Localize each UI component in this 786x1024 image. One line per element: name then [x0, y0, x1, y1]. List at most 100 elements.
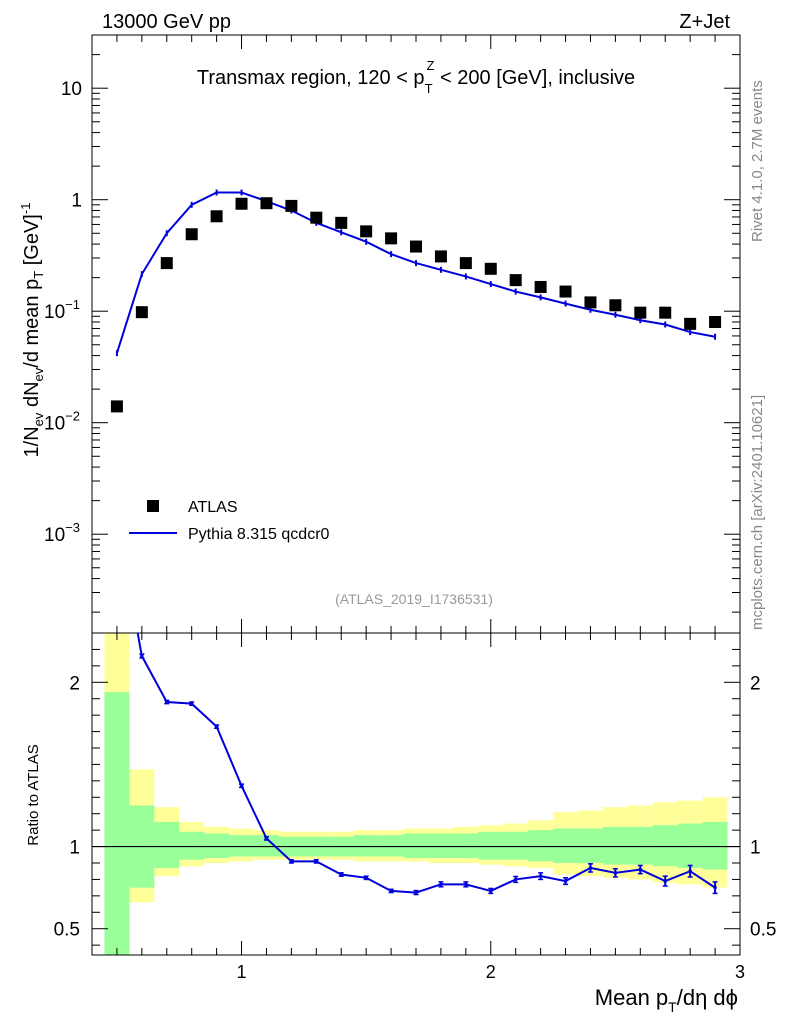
main-plot-frame — [91, 34, 741, 634]
legend-atlas-label: ATLAS — [188, 499, 238, 516]
ratio-band-green — [677, 823, 703, 868]
legend-atlas-marker — [147, 500, 159, 512]
x-tick-label: 1 — [237, 962, 247, 982]
ratio-band-green — [428, 833, 454, 859]
mc-series-main — [115, 189, 717, 357]
ratio-pythia-point — [189, 701, 194, 706]
atlas-point — [110, 400, 123, 413]
y-axis-label: 1/Nev dNev/d mean pT [GeV]-1 — [18, 203, 46, 458]
ratio-pythia-point — [638, 867, 643, 872]
atlas-point — [285, 199, 298, 212]
atlas-point — [410, 240, 422, 253]
ratio-plot-frame — [91, 632, 741, 956]
process-label: Z+Jet — [679, 11, 730, 33]
main-axis-ticks: 10 1 10−1 10−2 10−3 — [44, 34, 741, 633]
ratio-pythia-point — [663, 879, 668, 883]
ratio-pythia-point — [140, 654, 144, 658]
ratio-band-green — [204, 833, 230, 859]
ratio-pythia-point — [339, 872, 344, 877]
ratio-pythia-point — [115, 516, 119, 520]
atlas-series-main — [110, 197, 722, 413]
ratio-band-green — [652, 825, 678, 867]
ratio-band-green — [353, 835, 379, 857]
plot-title: Transmax region, 120 < pTZ < 200 [GeV], … — [197, 58, 635, 96]
x-tick-label: 2 — [486, 962, 496, 982]
y-tick-label: 1 — [71, 191, 82, 212]
atlas-point — [260, 197, 273, 210]
atlas-point — [659, 306, 672, 319]
atlas-point — [534, 280, 547, 293]
y-tick-label: 10−3 — [44, 520, 80, 546]
atlas-point — [434, 250, 447, 263]
y-tick-label: 10−1 — [44, 297, 80, 323]
ratio-pythia-point — [439, 882, 443, 887]
pythia-line — [115, 191, 716, 354]
ratio-band-green — [453, 833, 479, 859]
atlas-point — [634, 306, 647, 319]
ratio-band-green — [627, 826, 653, 865]
ratio-band-green — [528, 830, 554, 862]
ratio-pythia-point — [264, 836, 269, 841]
y-tick-label: 10 — [61, 79, 82, 100]
atlas-point — [335, 216, 348, 229]
atlas-point — [360, 225, 373, 238]
ratio-uncertainty-bands — [104, 633, 728, 955]
x-tick-label: 3 — [735, 962, 745, 982]
ratio-pythia-point — [613, 871, 618, 875]
ratio-band-green — [503, 831, 529, 860]
ratio-band-green — [578, 828, 603, 863]
atlas-point — [310, 211, 323, 224]
ratio-pythia-point — [713, 885, 717, 890]
ratio-pythia-point — [289, 859, 294, 864]
ratio-pythia-point — [364, 875, 368, 880]
atlas-point — [559, 285, 572, 298]
ratio-y-tick-label: 2 — [69, 673, 80, 694]
ratio-band-green — [229, 835, 254, 857]
ratio-pythia-point — [464, 882, 468, 887]
atlas-point — [609, 299, 622, 312]
atlas-point — [185, 228, 198, 241]
ratio-y-tick-label-right: 1 — [750, 838, 761, 859]
ratio-band-green — [403, 833, 429, 859]
ratio-pythia-point — [239, 783, 244, 788]
atlas-point — [509, 274, 522, 287]
ratio-band-green — [702, 821, 728, 870]
energy-label: 13000 GeV pp — [102, 11, 231, 33]
ratio-pythia-point — [214, 724, 219, 729]
atlas-point — [459, 257, 472, 270]
atlas-point — [210, 210, 223, 223]
ratio-band-green — [254, 835, 279, 857]
mcplots-url-label: mcplots.cern.ch [arXiv:2401.10621] — [749, 395, 766, 630]
atlas-point — [584, 296, 597, 309]
ratio-y-tick-label: 1 — [69, 838, 80, 859]
ratio-series — [92, 516, 740, 896]
ratio-pythia-point — [688, 869, 692, 874]
ratio-pythia-point — [563, 879, 568, 883]
atlas-point — [709, 316, 722, 329]
y-tick-label: 10−2 — [44, 409, 80, 435]
atlas-point — [160, 257, 173, 270]
atlas-point — [385, 232, 398, 245]
ratio-band-green — [179, 831, 205, 860]
legend-pythia-label: Pythia 8.315 qcdcr0 — [188, 526, 330, 543]
x-axis-label: Mean pT/dη dϕ — [595, 985, 738, 1015]
ratio-y-tick-label-right: 2 — [750, 673, 761, 694]
ratio-band-green — [553, 828, 578, 863]
ratio-pythia-point — [538, 874, 543, 878]
rivet-version-label: Rivet 4.1.0, 2.7M events — [749, 80, 766, 242]
ratio-pythia-point — [164, 700, 169, 704]
ratio-y-axis-label: Ratio to ATLAS — [25, 744, 42, 845]
ratio-band-green — [378, 835, 404, 857]
atlas-point — [235, 197, 248, 210]
atlas-point — [135, 306, 148, 319]
analysis-watermark: (ATLAS_2019_I1736531) — [335, 591, 493, 607]
ratio-pythia-point — [389, 889, 393, 893]
ratio-band-green — [478, 831, 504, 860]
ratio-y-tick-label: 0.5 — [54, 920, 80, 941]
ratio-y-tick-label-right: 0.5 — [750, 920, 776, 941]
ratio-pythia-point — [488, 889, 493, 893]
legend: ATLAS Pythia 8.315 qcdcr0 — [129, 499, 330, 543]
ratio-pythia-point — [513, 877, 518, 882]
ratio-pythia-point — [414, 890, 418, 895]
